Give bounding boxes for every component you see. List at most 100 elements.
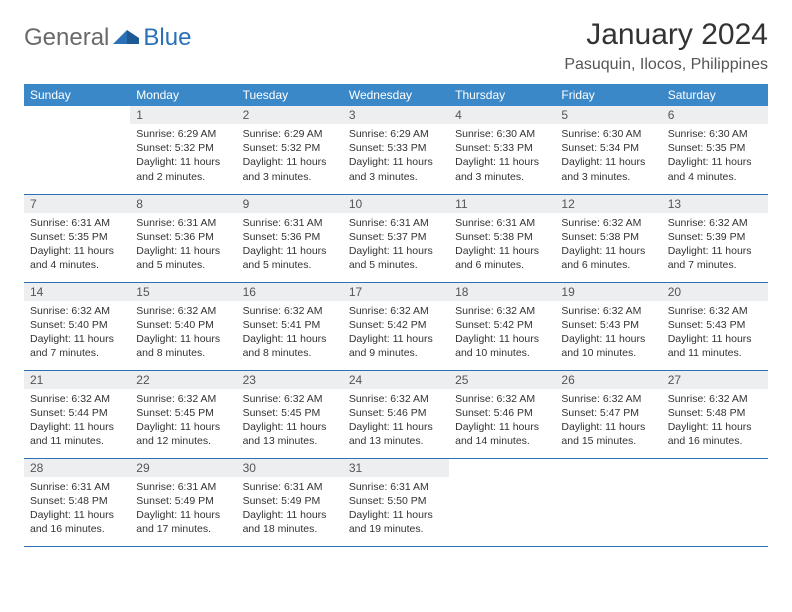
- day-number: 3: [343, 106, 449, 124]
- day-header: Friday: [555, 84, 661, 106]
- sunrise-line: Sunrise: 6:31 AM: [349, 480, 443, 494]
- calendar-cell: 10Sunrise: 6:31 AMSunset: 5:37 PMDayligh…: [343, 194, 449, 282]
- calendar-cell: 24Sunrise: 6:32 AMSunset: 5:46 PMDayligh…: [343, 370, 449, 458]
- daylight-line: Daylight: 11 hours and 6 minutes.: [561, 244, 655, 272]
- day-header: Wednesday: [343, 84, 449, 106]
- calendar-cell: 22Sunrise: 6:32 AMSunset: 5:45 PMDayligh…: [130, 370, 236, 458]
- sunset-line: Sunset: 5:41 PM: [243, 318, 337, 332]
- day-number: 24: [343, 371, 449, 389]
- daylight-line: Daylight: 11 hours and 5 minutes.: [136, 244, 230, 272]
- sunrise-line: Sunrise: 6:32 AM: [136, 304, 230, 318]
- day-number: 22: [130, 371, 236, 389]
- daylight-line: Daylight: 11 hours and 14 minutes.: [455, 420, 549, 448]
- calendar-table: SundayMondayTuesdayWednesdayThursdayFrid…: [24, 84, 768, 547]
- daylight-line: Daylight: 11 hours and 4 minutes.: [668, 155, 762, 183]
- day-number: 23: [237, 371, 343, 389]
- calendar-cell: 29Sunrise: 6:31 AMSunset: 5:49 PMDayligh…: [130, 458, 236, 546]
- day-content: Sunrise: 6:32 AMSunset: 5:39 PMDaylight:…: [662, 213, 768, 277]
- daylight-line: Daylight: 11 hours and 13 minutes.: [243, 420, 337, 448]
- sunrise-line: Sunrise: 6:32 AM: [668, 392, 762, 406]
- sunrise-line: Sunrise: 6:32 AM: [561, 392, 655, 406]
- calendar-cell: 5Sunrise: 6:30 AMSunset: 5:34 PMDaylight…: [555, 106, 661, 194]
- day-number: 11: [449, 195, 555, 213]
- daylight-line: Daylight: 11 hours and 9 minutes.: [349, 332, 443, 360]
- day-content: Sunrise: 6:32 AMSunset: 5:45 PMDaylight:…: [130, 389, 236, 453]
- daylight-line: Daylight: 11 hours and 6 minutes.: [455, 244, 549, 272]
- day-content: Sunrise: 6:30 AMSunset: 5:34 PMDaylight:…: [555, 124, 661, 188]
- day-number: 6: [662, 106, 768, 124]
- daylight-line: Daylight: 11 hours and 5 minutes.: [243, 244, 337, 272]
- sunset-line: Sunset: 5:39 PM: [668, 230, 762, 244]
- calendar-cell: 8Sunrise: 6:31 AMSunset: 5:36 PMDaylight…: [130, 194, 236, 282]
- calendar-cell: 7Sunrise: 6:31 AMSunset: 5:35 PMDaylight…: [24, 194, 130, 282]
- sunset-line: Sunset: 5:35 PM: [30, 230, 124, 244]
- day-number: 9: [237, 195, 343, 213]
- day-number: 14: [24, 283, 130, 301]
- sunrise-line: Sunrise: 6:29 AM: [349, 127, 443, 141]
- day-number: 16: [237, 283, 343, 301]
- sunrise-line: Sunrise: 6:31 AM: [30, 216, 124, 230]
- calendar-cell: 26Sunrise: 6:32 AMSunset: 5:47 PMDayligh…: [555, 370, 661, 458]
- calendar-cell: 19Sunrise: 6:32 AMSunset: 5:43 PMDayligh…: [555, 282, 661, 370]
- day-content: Sunrise: 6:32 AMSunset: 5:40 PMDaylight:…: [24, 301, 130, 365]
- daylight-line: Daylight: 11 hours and 13 minutes.: [349, 420, 443, 448]
- day-header: Tuesday: [237, 84, 343, 106]
- calendar-cell: 25Sunrise: 6:32 AMSunset: 5:46 PMDayligh…: [449, 370, 555, 458]
- sunset-line: Sunset: 5:50 PM: [349, 494, 443, 508]
- daylight-line: Daylight: 11 hours and 3 minutes.: [455, 155, 549, 183]
- sunset-line: Sunset: 5:38 PM: [455, 230, 549, 244]
- day-content: Sunrise: 6:32 AMSunset: 5:45 PMDaylight:…: [237, 389, 343, 453]
- day-number: 5: [555, 106, 661, 124]
- daylight-line: Daylight: 11 hours and 12 minutes.: [136, 420, 230, 448]
- calendar-cell: 2Sunrise: 6:29 AMSunset: 5:32 PMDaylight…: [237, 106, 343, 194]
- sunrise-line: Sunrise: 6:30 AM: [561, 127, 655, 141]
- sunset-line: Sunset: 5:36 PM: [243, 230, 337, 244]
- day-content: Sunrise: 6:32 AMSunset: 5:43 PMDaylight:…: [555, 301, 661, 365]
- calendar-cell: 12Sunrise: 6:32 AMSunset: 5:38 PMDayligh…: [555, 194, 661, 282]
- day-header: Monday: [130, 84, 236, 106]
- day-content: Sunrise: 6:30 AMSunset: 5:35 PMDaylight:…: [662, 124, 768, 188]
- day-number: 31: [343, 459, 449, 477]
- day-content: Sunrise: 6:31 AMSunset: 5:48 PMDaylight:…: [24, 477, 130, 541]
- sunrise-line: Sunrise: 6:31 AM: [30, 480, 124, 494]
- calendar-cell: 6Sunrise: 6:30 AMSunset: 5:35 PMDaylight…: [662, 106, 768, 194]
- daylight-line: Daylight: 11 hours and 10 minutes.: [455, 332, 549, 360]
- sunrise-line: Sunrise: 6:32 AM: [30, 304, 124, 318]
- day-content: Sunrise: 6:31 AMSunset: 5:50 PMDaylight:…: [343, 477, 449, 541]
- sunset-line: Sunset: 5:35 PM: [668, 141, 762, 155]
- sunset-line: Sunset: 5:43 PM: [668, 318, 762, 332]
- calendar-week: 28Sunrise: 6:31 AMSunset: 5:48 PMDayligh…: [24, 458, 768, 546]
- sunset-line: Sunset: 5:36 PM: [136, 230, 230, 244]
- sunset-line: Sunset: 5:32 PM: [243, 141, 337, 155]
- daylight-line: Daylight: 11 hours and 8 minutes.: [136, 332, 230, 360]
- sunrise-line: Sunrise: 6:31 AM: [349, 216, 443, 230]
- calendar-cell: 3Sunrise: 6:29 AMSunset: 5:33 PMDaylight…: [343, 106, 449, 194]
- logo-text-general: General: [24, 24, 109, 52]
- sunset-line: Sunset: 5:45 PM: [136, 406, 230, 420]
- sunrise-line: Sunrise: 6:30 AM: [455, 127, 549, 141]
- day-content: Sunrise: 6:32 AMSunset: 5:46 PMDaylight:…: [449, 389, 555, 453]
- sunrise-line: Sunrise: 6:29 AM: [136, 127, 230, 141]
- calendar-cell: [24, 106, 130, 194]
- calendar-week: 21Sunrise: 6:32 AMSunset: 5:44 PMDayligh…: [24, 370, 768, 458]
- daylight-line: Daylight: 11 hours and 16 minutes.: [668, 420, 762, 448]
- logo-text-blue: Blue: [143, 24, 191, 52]
- day-number: 17: [343, 283, 449, 301]
- sunrise-line: Sunrise: 6:32 AM: [349, 304, 443, 318]
- sunrise-line: Sunrise: 6:31 AM: [455, 216, 549, 230]
- sunset-line: Sunset: 5:44 PM: [30, 406, 124, 420]
- sunrise-line: Sunrise: 6:32 AM: [30, 392, 124, 406]
- daylight-line: Daylight: 11 hours and 4 minutes.: [30, 244, 124, 272]
- day-number: 25: [449, 371, 555, 389]
- calendar-cell: 30Sunrise: 6:31 AMSunset: 5:49 PMDayligh…: [237, 458, 343, 546]
- day-number: 1: [130, 106, 236, 124]
- daylight-line: Daylight: 11 hours and 15 minutes.: [561, 420, 655, 448]
- day-content: Sunrise: 6:31 AMSunset: 5:38 PMDaylight:…: [449, 213, 555, 277]
- daylight-line: Daylight: 11 hours and 16 minutes.: [30, 508, 124, 536]
- day-content: Sunrise: 6:31 AMSunset: 5:35 PMDaylight:…: [24, 213, 130, 277]
- sunset-line: Sunset: 5:49 PM: [136, 494, 230, 508]
- daylight-line: Daylight: 11 hours and 5 minutes.: [349, 244, 443, 272]
- day-number: 28: [24, 459, 130, 477]
- sunset-line: Sunset: 5:46 PM: [349, 406, 443, 420]
- daylight-line: Daylight: 11 hours and 7 minutes.: [668, 244, 762, 272]
